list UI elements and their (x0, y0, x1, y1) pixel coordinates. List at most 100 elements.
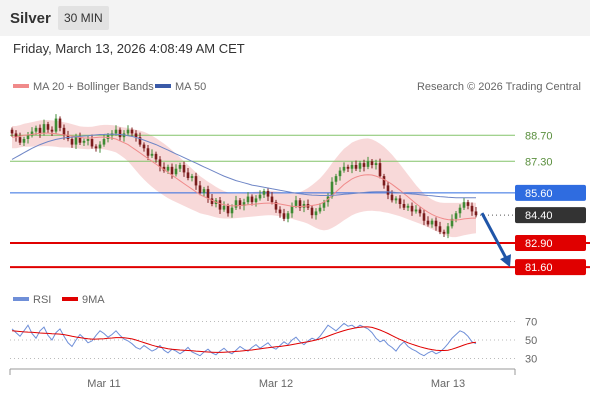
candle-body (46, 124, 50, 130)
candle-body (198, 185, 202, 193)
x-tick-label: Mar 13 (431, 378, 465, 390)
candle-body (134, 133, 138, 138)
candle-body (442, 231, 446, 234)
candle-body (118, 129, 122, 138)
candle-body (158, 159, 162, 167)
candle-body (142, 144, 146, 149)
level-label: 84.40 (525, 210, 553, 222)
rsi-ma-line (11, 326, 477, 353)
candle-body (330, 181, 334, 197)
candle-body (338, 170, 342, 177)
level-badge (515, 235, 586, 251)
ma20-line (12, 132, 476, 221)
instrument-title: Silver (10, 10, 51, 27)
candle-body (218, 200, 222, 210)
candle-body (230, 207, 234, 214)
candle-body (410, 205, 414, 212)
candle-body (406, 205, 410, 208)
candle-body (346, 166, 350, 169)
candle-body (314, 211, 318, 216)
candle-body (414, 209, 418, 212)
candle-body (286, 213, 290, 219)
candle-body (422, 213, 426, 221)
candle-body (182, 165, 186, 173)
candle-body (238, 200, 242, 206)
candle-body (114, 129, 118, 134)
level-label: 88.70 (525, 130, 553, 142)
candle-body (426, 220, 430, 225)
level-label: 85.60 (525, 188, 553, 200)
rsi-ma-legend-swatch (62, 297, 78, 301)
rsi-tick-label: 30 (525, 353, 537, 365)
candle-body (30, 131, 34, 136)
x-tick-label: Mar 11 (87, 378, 120, 390)
ma20-legend-label: MA 20 + Bollinger Bands (33, 81, 154, 93)
candle-body (390, 194, 394, 201)
candle-body (174, 168, 178, 175)
candle-body (294, 200, 298, 206)
candle-body (438, 226, 442, 232)
candle-body (98, 144, 102, 149)
candle-body (446, 226, 450, 234)
bollinger-band-area (12, 120, 476, 238)
candle-body (150, 153, 154, 156)
candle-body (70, 139, 74, 145)
level-labels: 88.70 87.30 85.60 84.40 82.90 81.60 (515, 130, 586, 276)
candle-body (130, 129, 134, 134)
candle-body (266, 191, 270, 197)
candle-body (154, 153, 158, 160)
candle-body (282, 213, 286, 219)
candle-body (170, 166, 174, 175)
candle-body (366, 161, 370, 167)
candle-body (62, 127, 66, 136)
x-tick-label: Mar 12 (259, 378, 293, 390)
candle-body (342, 166, 346, 171)
rsi-line (11, 322, 477, 357)
rsi-legend-label: RSI (33, 294, 51, 306)
candle-body (418, 209, 422, 214)
candle-body (146, 148, 150, 156)
candle-body (462, 202, 466, 208)
candle-body (394, 198, 398, 201)
candle-body (382, 176, 386, 186)
candle-body (74, 137, 78, 145)
level-label: 81.60 (525, 262, 553, 274)
rsi-tick-label: 50 (525, 335, 537, 347)
candle-body (398, 198, 402, 204)
candle-body (334, 176, 338, 182)
candle-body (206, 189, 210, 199)
candle-body (322, 202, 326, 208)
candle-body (358, 163, 362, 169)
candle-body (350, 165, 354, 169)
candle-body (14, 133, 18, 138)
candle-body (450, 218, 454, 227)
candle-body (34, 127, 38, 132)
candle-body (434, 220, 438, 227)
candle-body (194, 176, 198, 186)
candle-body (94, 146, 98, 149)
candle-body (78, 137, 82, 143)
candle-body (466, 202, 470, 206)
target-arrow-shaft (480, 212, 508, 259)
ma50-line (11, 133, 476, 199)
candle-body (82, 140, 86, 143)
timeframe-badge[interactable]: 30 MIN (58, 6, 109, 30)
candle-body (54, 118, 58, 132)
candle-body (402, 204, 406, 208)
candle-body (234, 200, 238, 208)
candle-body (254, 198, 258, 203)
level-lines (10, 134, 590, 269)
rsi-legend-swatch (13, 297, 29, 301)
candle-body (458, 207, 462, 214)
candle-body (58, 118, 62, 128)
x-axis: Mar 11 Mar 12 Mar 13 (9, 368, 516, 390)
header-bar: Silver 30 MIN (0, 0, 590, 36)
candle-body (474, 211, 478, 216)
candle-body (102, 139, 106, 145)
rsi-tick-label: 70 (525, 317, 537, 329)
candle-body (90, 139, 94, 147)
candle-body (178, 165, 182, 169)
level-label: 82.90 (525, 238, 553, 250)
candle-body (278, 209, 282, 214)
candle-body (258, 194, 262, 199)
